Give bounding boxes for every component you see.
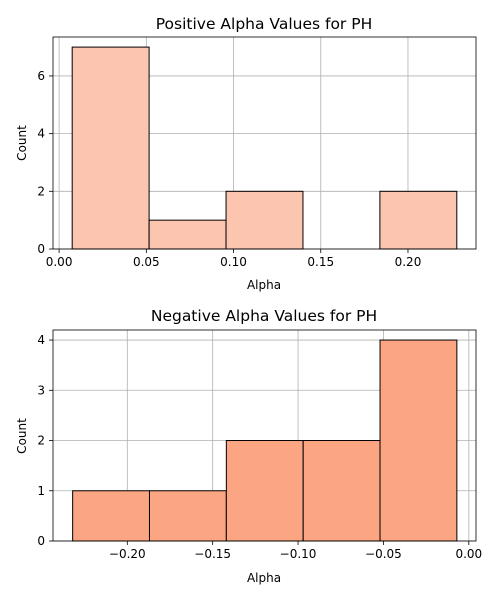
chart-2-y-axis: 0 1 2 3 4: [37, 333, 53, 548]
chart-1-x-label: Alpha: [247, 278, 281, 292]
chart-2-bar-5: [379, 339, 458, 542]
chart-1-x-axis: 0.00 0.05 0.10 0.15 0.20: [46, 249, 422, 269]
chart-1-y-label: Count: [15, 125, 29, 161]
chart-2-bar-1: [72, 490, 150, 542]
chart-2-y-tick-label: 1: [37, 484, 45, 498]
chart-1-bar-3: [225, 190, 304, 250]
chart-1-y-axis: 0 2 4 6: [37, 69, 53, 256]
chart-1-bars: [71, 46, 458, 250]
chart-2-y-tick-label: 0: [37, 534, 45, 548]
chart-2-y-label: Count: [15, 418, 29, 454]
chart-2-x-axis: −0.20 −0.15 −0.10 −0.05 0.00: [109, 541, 482, 561]
chart-2-x-tick-label: −0.10: [280, 547, 317, 561]
chart-2-x-tick-label: −0.15: [194, 547, 231, 561]
chart-1-bar-2: [148, 219, 227, 250]
chart-1-x-tick-label: 0.15: [307, 255, 334, 269]
chart-2-x-label: Alpha: [247, 571, 281, 585]
chart-2-title: Negative Alpha Values for PH: [151, 307, 377, 325]
chart-2-x-tick-label: 0.00: [455, 547, 482, 561]
chart-1-x-tick-label: 0.00: [46, 255, 73, 269]
chart-1-x-tick-label: 0.20: [395, 255, 422, 269]
chart-1-x-tick-label: 0.05: [133, 255, 160, 269]
chart-1-plot-frame: [52, 36, 477, 250]
chart-1-x-tick-label: 0.10: [220, 255, 247, 269]
chart-2-x-tick-label: −0.20: [109, 547, 146, 561]
chart-2-bar-3: [225, 440, 304, 542]
chart-1-title: Positive Alpha Values for PH: [156, 15, 373, 33]
chart-positive-alpha: Positive Alpha Values for PH 0.00 0.05 0.1…: [15, 15, 477, 292]
chart-2-y-tick-label: 3: [37, 383, 45, 397]
chart-2-bar-4: [302, 440, 381, 542]
chart-1-y-tick-label: 0: [37, 242, 45, 256]
chart-2-y-tick-label: 2: [37, 434, 45, 448]
chart-1-bar-1: [71, 46, 150, 250]
chart-2-plot-frame: [52, 329, 477, 542]
chart-1-y-tick-label: 6: [37, 69, 45, 83]
chart-2-bar-2: [148, 490, 227, 542]
chart-2-x-tick-label: −0.05: [365, 547, 402, 561]
chart-1-y-tick-label: 4: [37, 127, 45, 141]
chart-1-y-tick-label: 2: [37, 184, 45, 198]
chart-negative-alpha: Negative Alpha Values for PH −0.20 −0.15−…: [15, 307, 482, 585]
chart-2-y-tick-label: 4: [37, 333, 45, 347]
chart-1-bar-5: [379, 190, 458, 250]
